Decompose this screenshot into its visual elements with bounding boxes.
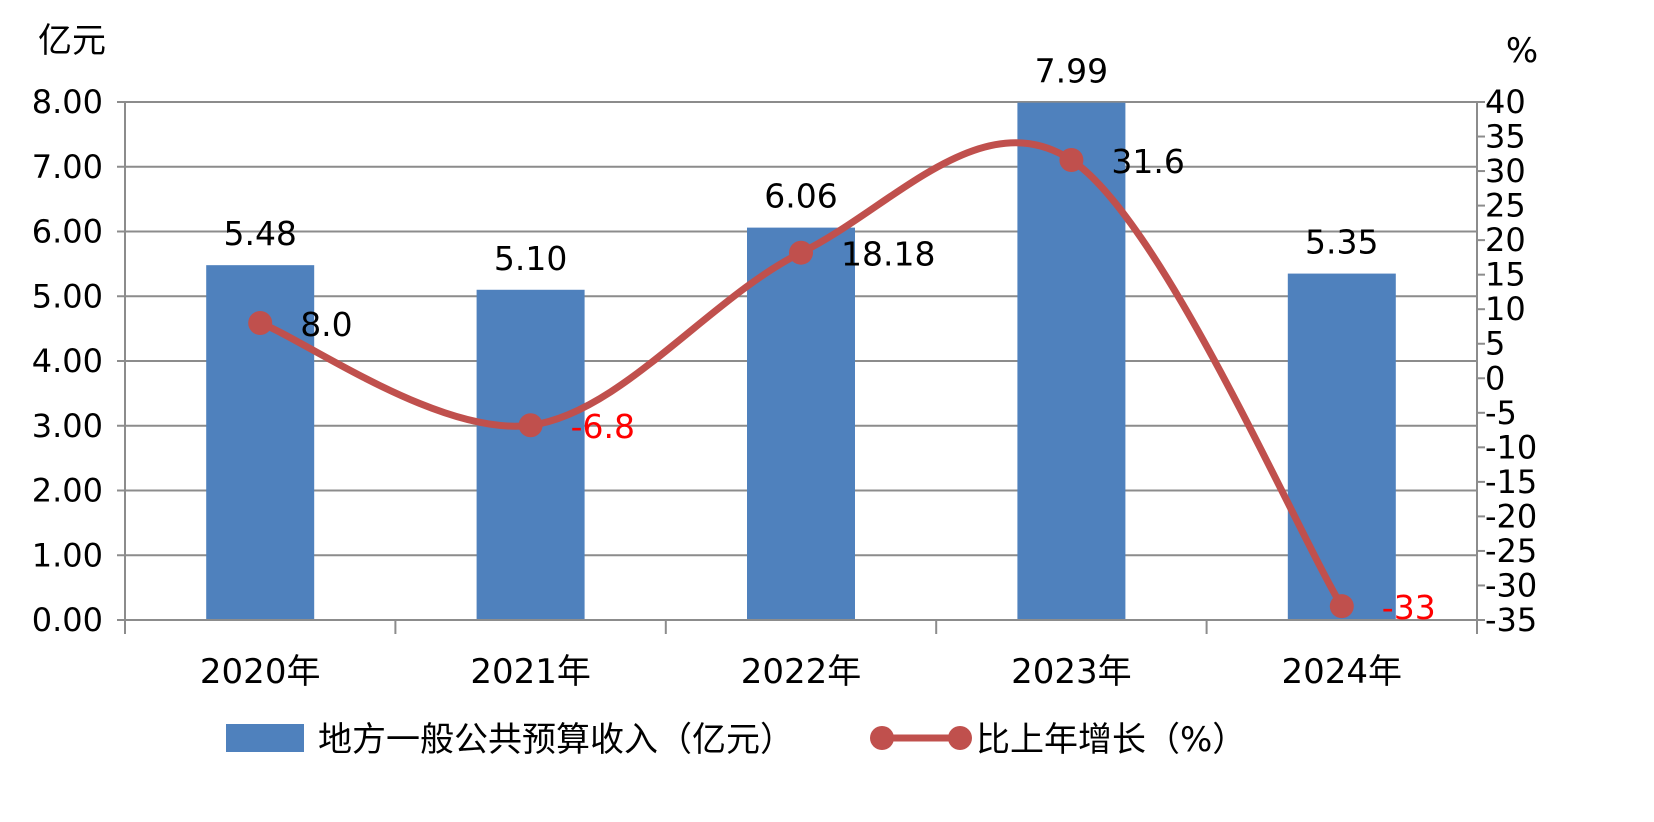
bar [747, 227, 855, 621]
y-tick-label-right: -15 [1485, 463, 1537, 501]
y-tick-label-right: 30 [1485, 152, 1526, 190]
y-tick-label-right: -30 [1485, 566, 1537, 604]
y-axis-right-unit: % [1506, 31, 1538, 71]
y-tick-label-right: -5 [1485, 394, 1517, 432]
y-tick-label-right: 10 [1485, 290, 1526, 328]
y-tick-label-left: 7.00 [32, 148, 103, 186]
line-point [1059, 148, 1084, 173]
line-data-label: -33 [1382, 588, 1436, 627]
label-layer: 5.48 5.10 6.06 7.99 5.35 8.0 -6.8 18.18 31.6 -33 [223, 52, 1435, 628]
line-layer [248, 139, 1354, 619]
x-tick-label: 2020年 [200, 652, 321, 692]
y-tick-label-right: 5 [1485, 325, 1505, 363]
y-tick-label-right: 25 [1485, 187, 1526, 225]
y-axis-left-unit: 亿元 [38, 21, 106, 61]
y-tick-label-right: 0 [1485, 359, 1505, 397]
bar-data-label: 5.10 [494, 239, 567, 278]
y-tick-label-left: 4.00 [32, 342, 103, 380]
line-point [789, 240, 813, 265]
y-tick-label-right: 15 [1485, 256, 1526, 294]
y-tick-label-right: 20 [1485, 221, 1526, 259]
y-tick-label-left: 1.00 [32, 536, 103, 574]
x-tick-label: 2021年 [470, 652, 591, 692]
legend-label-line: 比上年增长（%） [976, 720, 1246, 760]
y-tick-label-right: 40 [1485, 83, 1526, 121]
line-point [518, 413, 543, 438]
y-tick-label-right: -20 [1485, 497, 1537, 535]
legend-swatch-marker [870, 726, 894, 750]
legend-label-bar: 地方一般公共预算收入（亿元） [318, 720, 794, 760]
legend-layer: 地方一般公共预算收入（亿元） 比上年增长（%） [226, 720, 1246, 760]
y-tick-label-left: 2.00 [32, 472, 103, 510]
y-tick-label-right: -35 [1485, 601, 1537, 639]
series-line-growth [256, 139, 1346, 610]
x-tick-label: 2022年 [741, 652, 862, 692]
line-point [1329, 594, 1354, 619]
line-data-label: 8.0 [300, 305, 352, 344]
bar-data-label: 7.99 [1035, 52, 1108, 91]
bar [476, 289, 585, 620]
y-tick-label-right: -25 [1485, 532, 1537, 570]
bar-data-label: 5.35 [1305, 223, 1378, 262]
y-tick-label-left: 5.00 [32, 277, 103, 315]
legend-swatch-bar [226, 724, 304, 752]
axis-layer: 0.001.002.003.004.005.006.007.008.00-35-… [32, 21, 1538, 692]
legend-swatch-marker [948, 726, 972, 750]
line-data-label: 31.6 [1111, 142, 1184, 181]
line-data-label: -6.8 [571, 407, 635, 446]
line-point [248, 311, 273, 336]
bar [1287, 273, 1396, 620]
x-tick-label: 2024年 [1282, 652, 1403, 692]
y-tick-label-left: 8.00 [32, 83, 103, 121]
y-tick-label-right: 35 [1485, 118, 1526, 156]
bar-data-label: 6.06 [764, 177, 837, 216]
line-data-label: 18.18 [841, 235, 935, 274]
y-tick-label-left: 0.00 [32, 601, 103, 639]
bar [1017, 102, 1126, 620]
y-tick-label-left: 3.00 [32, 407, 103, 445]
y-tick-label-left: 6.00 [32, 213, 103, 251]
bar-data-label: 5.48 [223, 214, 296, 253]
y-tick-label-right: -10 [1485, 428, 1537, 466]
x-tick-label: 2023年 [1011, 652, 1132, 692]
